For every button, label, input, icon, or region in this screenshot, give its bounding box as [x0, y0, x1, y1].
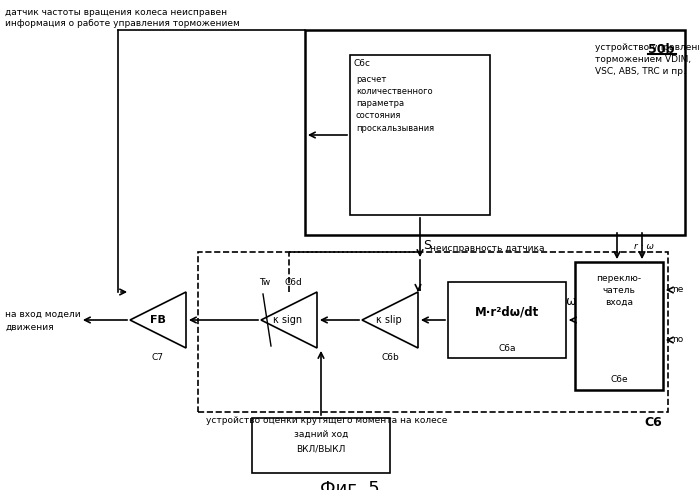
Text: C6b: C6b	[381, 353, 399, 362]
Bar	[252, 418, 390, 473]
Text: расчет
количественного
параметра
состояния
проскальзывания: расчет количественного параметра состоян…	[356, 75, 434, 133]
Bar	[575, 262, 663, 390]
Text: S: S	[423, 239, 431, 252]
Text: информация о работе управления торможением: информация о работе управления торможени…	[5, 19, 240, 28]
Text: C6c: C6c	[354, 59, 371, 68]
Text: C6d: C6d	[284, 278, 302, 287]
Text: на вход модели: на вход модели	[5, 310, 80, 319]
Text: задний ход: задний ход	[294, 430, 348, 439]
Polygon shape	[261, 292, 317, 348]
Text: M·r²dω/dt: M·r²dω/dt	[475, 305, 539, 318]
Text: ne: ne	[672, 286, 684, 294]
Polygon shape	[362, 292, 418, 348]
Bar	[350, 55, 490, 215]
Bar	[198, 252, 668, 412]
Text: неисправность датчика: неисправность датчика	[430, 244, 545, 253]
Text: VSC, ABS, TRC и пр.: VSC, ABS, TRC и пр.	[595, 67, 686, 76]
Text: κ slip: κ slip	[376, 315, 402, 325]
Bar	[448, 282, 566, 358]
Text: C6: C6	[644, 416, 662, 429]
Text: движения: движения	[5, 323, 54, 332]
Text: устройство управления: устройство управления	[595, 43, 699, 52]
Text: устройство оценки крутящего момента на колесе: устройство оценки крутящего момента на к…	[206, 416, 447, 425]
Text: 50b: 50b	[648, 43, 675, 56]
Text: Фиг. 5: Фиг. 5	[320, 480, 380, 490]
Bar	[305, 30, 685, 235]
Text: переклю-
чатель
входа: переклю- чатель входа	[596, 274, 642, 307]
Text: C6e: C6e	[610, 375, 628, 384]
Text: r · ω: r · ω	[634, 242, 654, 251]
Polygon shape	[130, 292, 186, 348]
Text: Tw: Tw	[259, 278, 271, 287]
Text: C6a: C6a	[498, 344, 516, 353]
Text: no: no	[672, 336, 683, 344]
Text: C7: C7	[152, 353, 164, 362]
Text: торможением VDIM,: торможением VDIM,	[595, 55, 691, 64]
Text: κ sign: κ sign	[273, 315, 303, 325]
Text: датчик частоты вращения колеса неисправен: датчик частоты вращения колеса неисправе…	[5, 8, 227, 17]
Text: ω: ω	[565, 295, 575, 308]
Text: FB: FB	[150, 315, 166, 325]
Text: ВКЛ/ВЫКЛ: ВКЛ/ВЫКЛ	[296, 444, 346, 453]
